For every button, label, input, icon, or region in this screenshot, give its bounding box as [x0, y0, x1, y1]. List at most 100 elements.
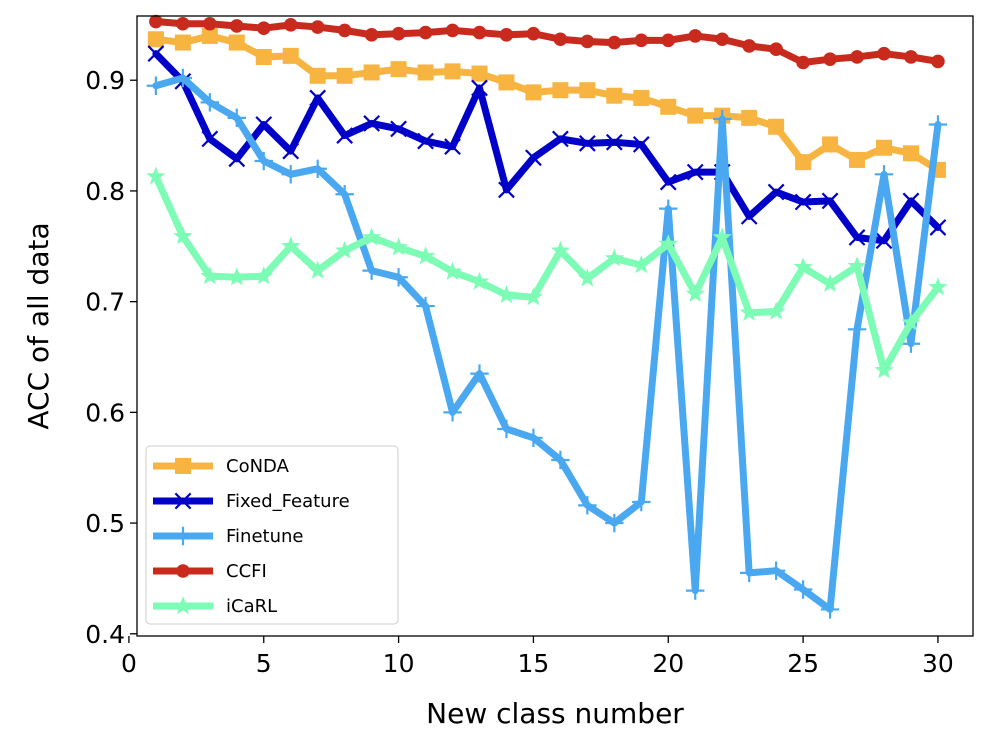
data-point	[659, 173, 677, 191]
data-point	[498, 181, 515, 199]
data-point	[335, 185, 354, 204]
data-point	[336, 127, 354, 144]
data-point	[391, 26, 406, 41]
data-point	[553, 32, 568, 47]
data-point	[766, 561, 786, 580]
data-point	[254, 151, 273, 171]
data-point	[283, 18, 298, 32]
legend-marker	[175, 458, 191, 474]
data-point	[634, 33, 649, 48]
data-point	[416, 296, 435, 316]
data-point	[685, 283, 705, 302]
data-point	[875, 232, 893, 250]
data-point	[849, 151, 866, 168]
data-point	[874, 360, 894, 379]
x-tick-label: 20	[652, 649, 684, 678]
data-point	[363, 115, 380, 132]
data-point	[497, 419, 516, 439]
x-tick-label: 5	[256, 649, 272, 678]
data-point	[821, 192, 839, 210]
data-point	[201, 27, 218, 44]
data-point	[362, 227, 382, 246]
legend-label: Fixed_Feature	[226, 491, 350, 512]
data-point	[660, 98, 677, 115]
data-point	[524, 428, 543, 448]
legend-box	[145, 445, 399, 625]
data-point	[308, 260, 328, 279]
data-point	[769, 42, 783, 57]
data-point	[929, 219, 947, 236]
data-point	[281, 165, 300, 184]
y-tick-label: 0.8	[85, 177, 125, 206]
data-point	[606, 87, 623, 104]
data-point	[254, 266, 274, 285]
data-point	[363, 64, 380, 81]
data-point	[200, 266, 220, 285]
data-point	[309, 89, 327, 107]
data-point	[767, 183, 785, 201]
data-point	[203, 16, 217, 31]
data-point	[417, 64, 434, 81]
data-point	[444, 138, 461, 156]
data-point	[902, 145, 919, 162]
data-point	[901, 334, 921, 353]
data-point	[443, 403, 462, 422]
data-point	[444, 63, 461, 80]
data-point	[282, 142, 300, 160]
data-point	[605, 133, 623, 151]
data-point	[146, 76, 166, 95]
data-point	[390, 61, 407, 78]
data-point	[847, 256, 867, 275]
y-tick-label: 0.9	[85, 66, 125, 95]
data-point	[901, 312, 921, 331]
y-tick-label: 0.5	[85, 509, 125, 538]
series-line	[152, 173, 942, 374]
data-point	[389, 237, 409, 256]
legend-marker	[173, 596, 193, 615]
data-point	[229, 19, 244, 33]
data-point	[928, 115, 948, 134]
legend: CoNDA Fixed_Feature Finetune CCFI iCaRL	[145, 445, 399, 625]
data-point	[632, 492, 651, 512]
data-point	[281, 236, 301, 255]
data-point	[445, 23, 460, 38]
data-point	[525, 149, 542, 167]
data-point	[337, 23, 352, 38]
data-point	[631, 255, 651, 274]
data-point	[201, 130, 219, 148]
data-point	[282, 47, 299, 64]
data-point	[686, 163, 704, 181]
x-tick-label: 30	[922, 649, 954, 678]
legend-label: iCaRL	[226, 596, 277, 617]
series-line	[152, 74, 942, 613]
data-point	[523, 287, 543, 306]
data-point	[149, 14, 163, 29]
series-layer	[146, 14, 948, 619]
data-point	[146, 166, 166, 185]
data-point	[256, 21, 271, 35]
data-point	[820, 600, 840, 619]
legend-label: CCFI	[226, 561, 267, 582]
data-point	[362, 261, 381, 280]
data-point	[793, 257, 813, 276]
data-point	[741, 109, 758, 126]
data-point	[471, 79, 488, 97]
data-point	[469, 271, 489, 290]
data-point	[418, 25, 433, 40]
data-point	[687, 107, 704, 124]
data-point	[173, 226, 193, 245]
data-point	[742, 39, 756, 53]
data-point	[472, 25, 487, 40]
legend-entry: iCaRL	[153, 596, 277, 617]
data-point	[310, 20, 325, 34]
data-point	[793, 580, 813, 599]
data-point	[659, 199, 678, 218]
data-point	[550, 240, 570, 259]
data-point	[632, 136, 650, 153]
data-point	[255, 116, 273, 133]
data-point	[823, 52, 837, 66]
data-point	[902, 192, 920, 210]
data-point	[551, 450, 570, 470]
x-tick-label: 15	[518, 649, 550, 678]
data-point	[228, 150, 246, 168]
